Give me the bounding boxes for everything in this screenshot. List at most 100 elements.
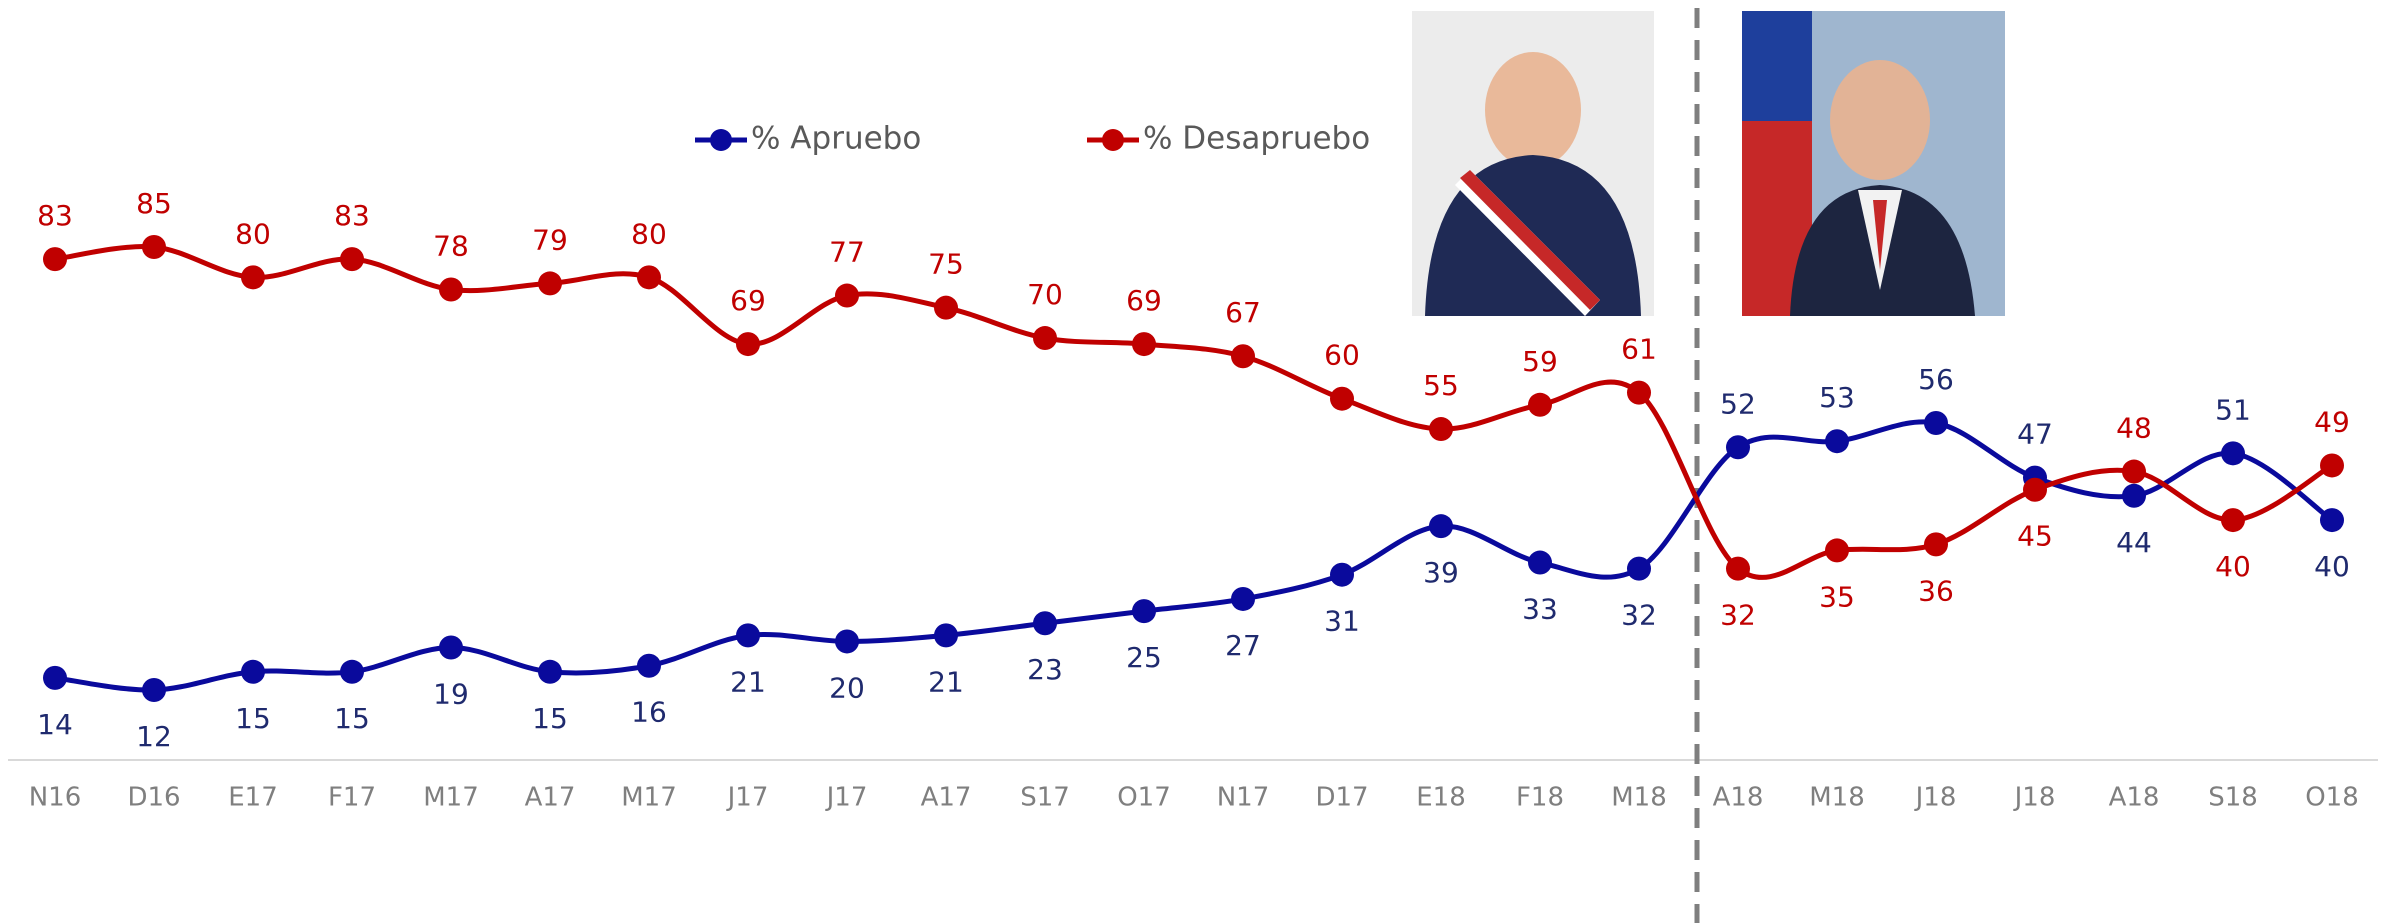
x-tick-label: S18 bbox=[2208, 783, 2258, 813]
data-label: 19 bbox=[433, 678, 469, 711]
series-line bbox=[54, 419, 2334, 693]
data-label: 12 bbox=[136, 720, 172, 753]
data-point bbox=[1231, 586, 1255, 611]
data-label: 61 bbox=[1621, 333, 1657, 366]
data-label: 67 bbox=[1225, 296, 1261, 329]
data-point bbox=[43, 665, 67, 690]
data-point bbox=[340, 659, 364, 684]
x-tick-label: M17 bbox=[621, 783, 677, 813]
x-tick-label: M18 bbox=[1611, 783, 1667, 813]
data-point bbox=[241, 265, 265, 290]
data-label: 60 bbox=[1324, 339, 1360, 372]
legend-marker bbox=[710, 129, 732, 151]
data-label: 80 bbox=[235, 217, 271, 250]
data-point bbox=[934, 623, 958, 648]
x-tick-label: O18 bbox=[2305, 783, 2359, 813]
data-label: 69 bbox=[1126, 284, 1162, 317]
data-label: 56 bbox=[1918, 363, 1954, 396]
data-point bbox=[241, 659, 265, 684]
data-point bbox=[1330, 386, 1354, 411]
data-point bbox=[1825, 538, 1849, 563]
data-point bbox=[1825, 429, 1849, 454]
data-label: 40 bbox=[2314, 550, 2350, 583]
data-label: 36 bbox=[1918, 574, 1954, 607]
data-point bbox=[2221, 441, 2245, 466]
data-point bbox=[2122, 459, 2146, 484]
photo-bachelet bbox=[1412, 11, 1654, 316]
data-label: 48 bbox=[2116, 412, 2152, 445]
data-point bbox=[1726, 435, 1750, 460]
data-point bbox=[1033, 611, 1057, 636]
data-label: 85 bbox=[136, 187, 172, 220]
data-point bbox=[1627, 556, 1651, 581]
x-tick-label: J18 bbox=[2013, 783, 2056, 813]
data-label: 77 bbox=[829, 236, 865, 269]
x-tick-label: F17 bbox=[328, 783, 376, 813]
data-label: 44 bbox=[2116, 526, 2152, 559]
data-label: 75 bbox=[928, 248, 964, 281]
data-point bbox=[538, 271, 562, 296]
x-tick-label: M18 bbox=[1809, 783, 1865, 813]
data-label: 31 bbox=[1324, 605, 1360, 638]
data-point bbox=[1429, 514, 1453, 539]
data-label: 53 bbox=[1819, 381, 1855, 414]
x-tick-label: S17 bbox=[1020, 783, 1070, 813]
data-point bbox=[1924, 532, 1948, 557]
data-label: 35 bbox=[1819, 580, 1855, 613]
data-label: 33 bbox=[1522, 593, 1558, 626]
x-tick-label: N16 bbox=[29, 783, 82, 813]
data-label: 59 bbox=[1522, 345, 1558, 378]
data-point bbox=[637, 265, 661, 290]
data-point bbox=[1132, 332, 1156, 357]
data-point bbox=[2320, 453, 2344, 478]
data-point bbox=[1726, 556, 1750, 581]
data-label: 79 bbox=[532, 223, 568, 256]
data-label: 14 bbox=[37, 708, 73, 741]
data-point bbox=[142, 235, 166, 259]
data-label: 45 bbox=[2017, 520, 2053, 553]
x-tick-label: O17 bbox=[1117, 783, 1171, 813]
data-point bbox=[1132, 599, 1156, 624]
x-tick-label: E17 bbox=[228, 783, 278, 813]
data-point bbox=[538, 659, 562, 684]
data-label: 15 bbox=[334, 702, 370, 735]
data-point bbox=[1924, 410, 1948, 435]
data-point bbox=[439, 277, 463, 302]
data-label: 55 bbox=[1423, 369, 1459, 402]
data-point bbox=[637, 653, 661, 678]
data-point bbox=[835, 283, 859, 308]
legend-marker bbox=[1102, 129, 1124, 151]
data-point bbox=[340, 247, 364, 272]
x-tick-label: N17 bbox=[1217, 783, 1270, 813]
x-tick-label: J17 bbox=[726, 783, 769, 813]
x-tick-label: E18 bbox=[1416, 783, 1466, 813]
data-point bbox=[1429, 417, 1453, 442]
data-point bbox=[2122, 483, 2146, 508]
data-label: 32 bbox=[1621, 599, 1657, 632]
data-label: 32 bbox=[1720, 599, 1756, 632]
x-tick-label: M17 bbox=[423, 783, 479, 813]
data-point bbox=[1528, 392, 1552, 417]
x-tick-label: D16 bbox=[127, 783, 180, 813]
data-point bbox=[736, 332, 760, 357]
data-label: 49 bbox=[2314, 405, 2350, 438]
data-label: 25 bbox=[1126, 641, 1162, 674]
data-label: 52 bbox=[1720, 387, 1756, 420]
data-point bbox=[43, 247, 67, 272]
data-point bbox=[2221, 508, 2245, 533]
data-label: 27 bbox=[1225, 629, 1261, 662]
x-tick-label: J18 bbox=[1914, 783, 1957, 813]
data-point bbox=[142, 678, 166, 702]
data-label: 21 bbox=[928, 665, 964, 698]
x-tick-label: A17 bbox=[921, 783, 972, 813]
data-label: 80 bbox=[631, 217, 667, 250]
data-label: 20 bbox=[829, 671, 865, 704]
data-label: 16 bbox=[631, 696, 667, 729]
data-point bbox=[736, 623, 760, 648]
data-label: 83 bbox=[37, 199, 73, 232]
data-point bbox=[1330, 562, 1354, 587]
data-point bbox=[934, 295, 958, 320]
data-label: 40 bbox=[2215, 550, 2251, 583]
x-tick-label: A18 bbox=[1713, 783, 1764, 813]
data-point bbox=[1231, 344, 1255, 369]
